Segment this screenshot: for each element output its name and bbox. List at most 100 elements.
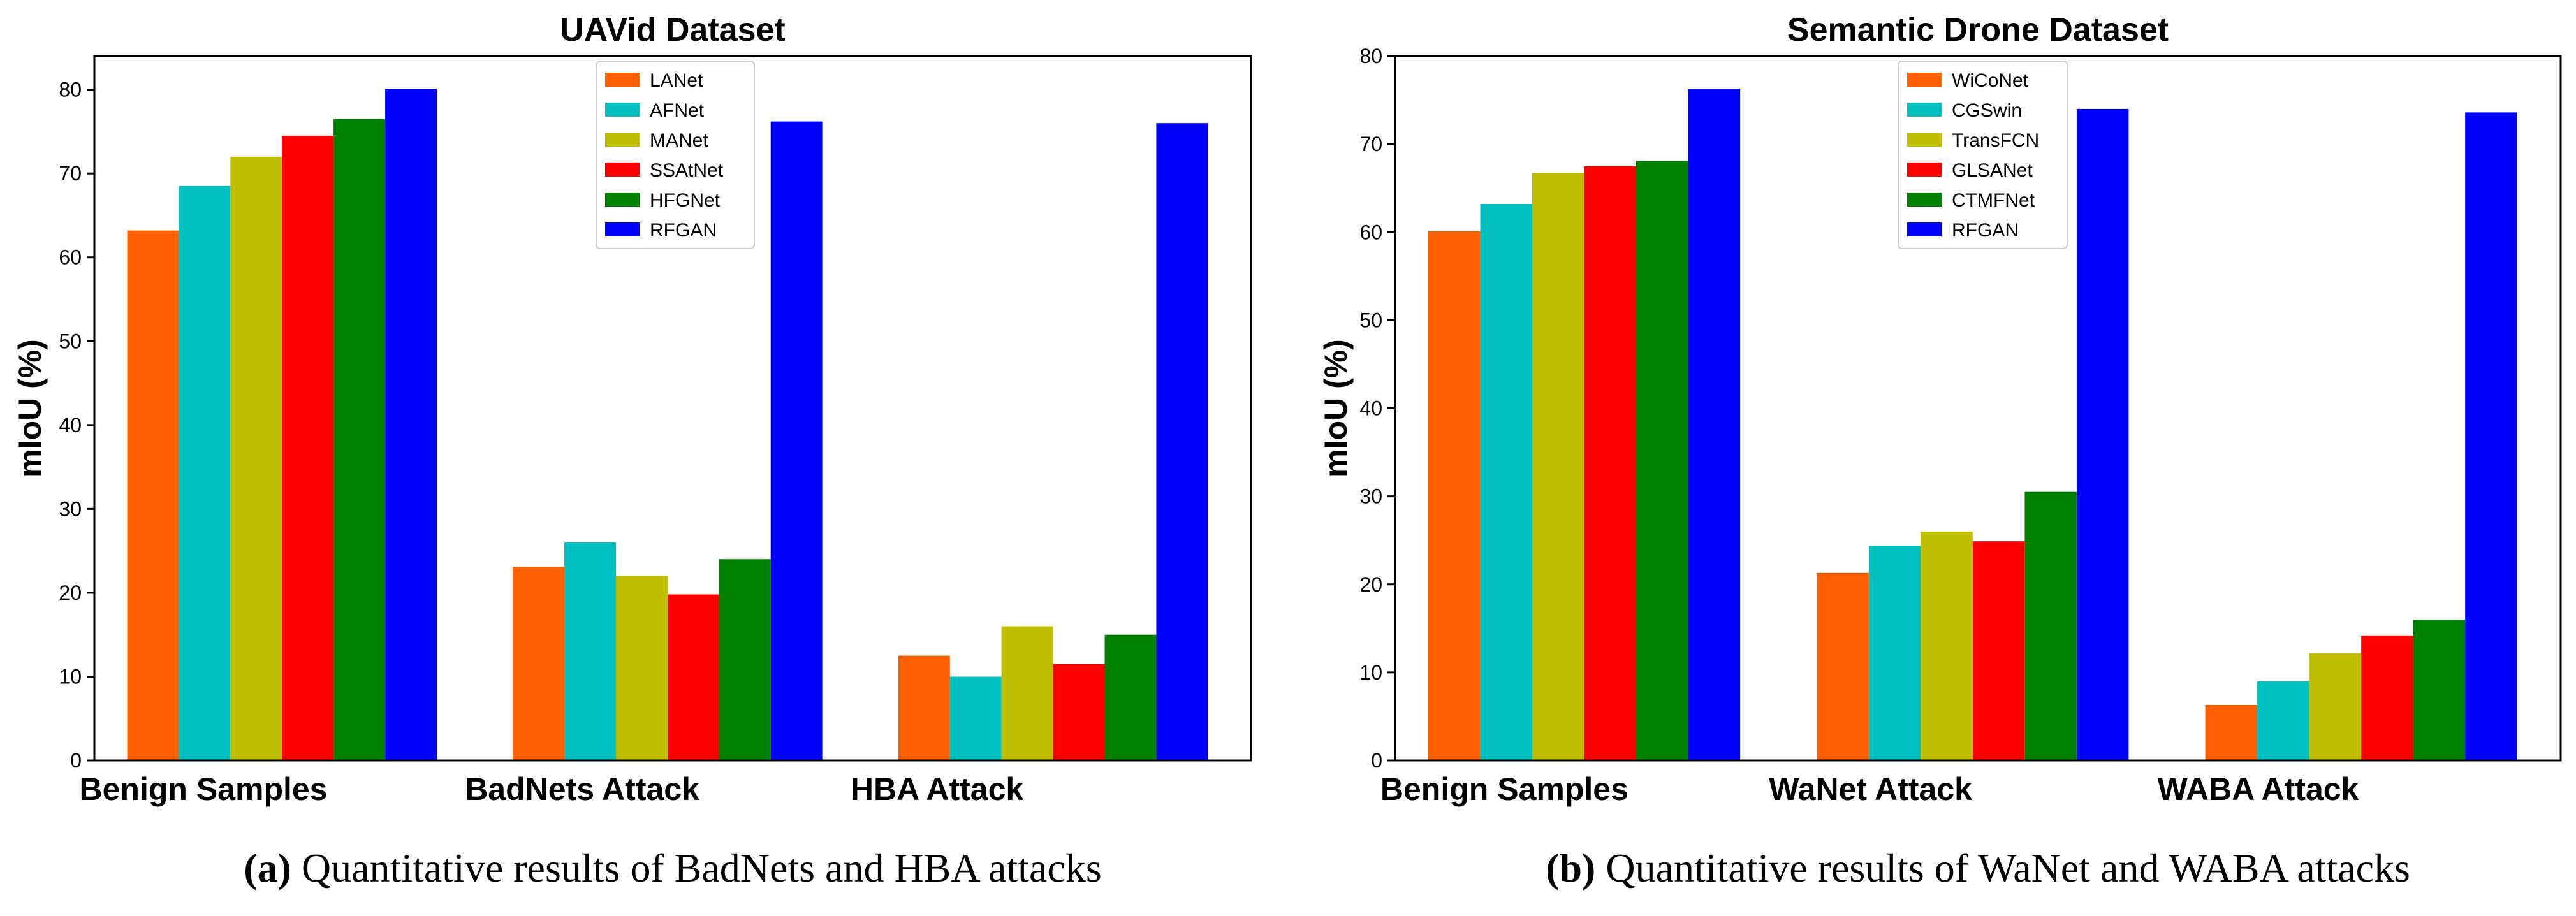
legend-swatch-ctmfnet — [1907, 193, 1942, 207]
bar-ctmfnet-1 — [1636, 161, 1688, 760]
bar-manet-1 — [230, 156, 282, 760]
legend-swatch-manet — [605, 133, 640, 147]
bar-cgswin-2 — [1868, 546, 1921, 760]
bar-cgswin-3 — [2257, 681, 2309, 760]
bar-hfgnet-1 — [333, 119, 385, 760]
legend-swatch-hfgnet — [605, 193, 640, 207]
bar-ssatnet-1 — [282, 136, 334, 760]
chart-b: Semantic Drone Dataset 0 10 20 30 40 50 60 70 80 m… — [1318, 11, 2562, 891]
caption-letter: (a) — [244, 845, 291, 891]
bar-lanet-1 — [127, 230, 179, 761]
x-category-label: BadNets Attack — [465, 771, 699, 807]
bar-rfgan-2 — [2076, 108, 2129, 760]
bar-manet-3 — [1001, 626, 1053, 760]
y-tick-label: 40 — [1359, 397, 1382, 420]
bar-transfcn-1 — [1532, 173, 1584, 760]
legend-label: RFGAN — [1952, 220, 2019, 241]
bar-afnet-2 — [564, 542, 616, 760]
y-tick-label: 70 — [59, 162, 82, 185]
bar-glsanet-3 — [2361, 635, 2413, 760]
bar-lanet-2 — [513, 567, 565, 760]
y-tick-label: 80 — [1359, 45, 1382, 68]
y-tick-label: 60 — [1359, 221, 1382, 244]
legend-swatch-rfgan — [1907, 222, 1942, 236]
legend: WiCoNet CGSwin TransFCN GLSANet CTMFNet RFGAN — [1898, 61, 2068, 249]
x-category-label: WABA Attack — [2158, 771, 2359, 807]
y-tick-label: 10 — [59, 665, 82, 688]
y-axis-label: mIoU (%) — [12, 339, 48, 477]
y-tick-label: 20 — [1359, 573, 1382, 596]
bar-glsanet-2 — [1972, 541, 2025, 760]
plot-frame — [93, 55, 1252, 762]
y-tick-label: 70 — [1359, 133, 1382, 156]
y-tick-label: 10 — [1359, 661, 1382, 684]
legend-swatch-rfgan — [605, 222, 640, 236]
figure-caption: (b) Quantitative results of WaNet and WA… — [1546, 845, 2410, 891]
y-tick-label: 50 — [59, 330, 82, 353]
y-tick-label: 0 — [1371, 749, 1382, 772]
legend-swatch-glsanet — [1907, 163, 1942, 177]
bar-transfcn-2 — [1921, 531, 1973, 760]
y-tick-label: 40 — [59, 414, 82, 437]
legend-label: WiCoNet — [1952, 70, 2029, 91]
bar-ssatnet-3 — [1053, 664, 1105, 760]
bar-transfcn-3 — [2309, 653, 2362, 760]
y-tick-label: 30 — [1359, 485, 1382, 508]
bar-hfgnet-2 — [719, 559, 771, 760]
bar-wiconet-2 — [1817, 572, 1869, 760]
y-tick-label: 30 — [59, 497, 82, 520]
legend-label: HFGNet — [650, 190, 721, 211]
bar-manet-2 — [616, 576, 668, 760]
x-category-label: WaNet Attack — [1769, 771, 1972, 807]
figure-caption: (a) Quantitative results of BadNets and … — [244, 845, 1101, 891]
y-axis-label: mIoU (%) — [1318, 339, 1354, 477]
x-category-label: Benign Samples — [80, 771, 328, 807]
legend: LANet AFNet MANet SSAtNet HFGNet RFGAN — [596, 61, 755, 249]
chart-a: UAVid Dataset 0 10 20 30 40 50 60 70 80 mIoU (%) Be… — [12, 11, 1252, 891]
y-tick-label: 0 — [70, 749, 82, 772]
x-category-label: Benign Samples — [1380, 771, 1628, 807]
caption-text: Quantitative results of BadNets and HBA … — [291, 845, 1102, 891]
legend-label: MANet — [650, 130, 708, 151]
bar-wiconet-1 — [1428, 231, 1481, 760]
y-tick-label: 80 — [59, 78, 82, 101]
legend-label: CTMFNet — [1952, 190, 2035, 211]
x-category-label: HBA Attack — [851, 771, 1024, 807]
legend-label: LANet — [650, 70, 703, 91]
y-tick-label: 60 — [59, 246, 82, 269]
bar-rfgan-1 — [385, 89, 437, 760]
legend-label: TransFCN — [1952, 130, 2039, 151]
bar-ssatnet-2 — [667, 594, 719, 760]
legend-swatch-ssatnet — [605, 163, 640, 177]
legend-label: GLSANet — [1952, 160, 2033, 181]
legend-swatch-afnet — [605, 103, 640, 117]
y-tick-label: 50 — [1359, 309, 1382, 331]
bar-cgswin-1 — [1480, 204, 1532, 760]
bar-ctmfnet-3 — [2413, 620, 2466, 760]
bar-rfgan-3 — [1156, 123, 1208, 760]
caption-letter: (b) — [1546, 845, 1595, 891]
bar-hfgnet-3 — [1104, 634, 1157, 760]
bar-rfgan-2 — [770, 121, 823, 761]
chart-title: Semantic Drone Dataset — [1787, 11, 2169, 48]
legend-label: CGSwin — [1952, 100, 2022, 121]
y-tick-label: 20 — [59, 581, 82, 604]
legend-label: AFNet — [650, 100, 705, 121]
legend-label: SSAtNet — [650, 160, 724, 181]
bar-afnet-3 — [949, 676, 1002, 760]
bar-lanet-3 — [898, 655, 950, 760]
bar-rfgan-3 — [2465, 112, 2517, 760]
bar-wiconet-3 — [2205, 705, 2258, 760]
bar-rfgan-1 — [1688, 89, 1741, 761]
legend-label: RFGAN — [650, 220, 717, 241]
legend-swatch-lanet — [605, 73, 640, 87]
bar-afnet-1 — [179, 185, 231, 760]
legend-swatch-transfcn — [1907, 133, 1942, 147]
bar-glsanet-1 — [1584, 166, 1636, 760]
legend-swatch-cgswin — [1907, 103, 1942, 117]
caption-text: Quantitative results of WaNet and WABA a… — [1595, 845, 2410, 891]
legend-swatch-wiconet — [1907, 73, 1942, 87]
chart-title: UAVid Dataset — [560, 11, 786, 48]
bar-ctmfnet-2 — [2024, 491, 2077, 760]
